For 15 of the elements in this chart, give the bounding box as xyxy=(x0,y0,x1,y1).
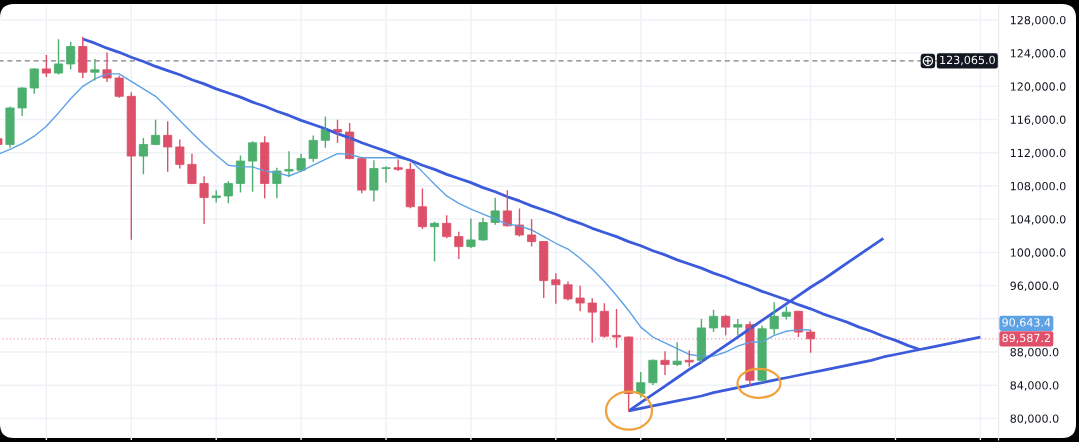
text: 90,643.4 xyxy=(1002,318,1051,328)
y-tick-label: 80,000.0 xyxy=(1010,414,1059,424)
y-tick-label: 84,000.0 xyxy=(1010,381,1059,391)
y-tick-label: 100,000.0 xyxy=(1010,248,1066,258)
y-tick-label: 104,000.0 xyxy=(1010,215,1066,225)
y-tick-label: 120,000.0 xyxy=(1010,82,1066,92)
y-tick-label: 88,000.0 xyxy=(1010,347,1059,358)
y-tick-label: 112,000.0 xyxy=(1010,148,1066,159)
ref-line-label: 89,587.2 xyxy=(1002,333,1050,344)
y-tick-label: 128,000.0 xyxy=(1010,15,1066,26)
ref-line-label: 123,065.0 xyxy=(940,55,995,66)
y-tick-label: 96,000.0 xyxy=(1010,281,1059,292)
y-tick-label: 116,000.0 xyxy=(1010,115,1066,126)
y-tick-label: 124,000.0 xyxy=(1010,49,1066,59)
y-tick-label: 108,000.0 xyxy=(1010,181,1066,192)
